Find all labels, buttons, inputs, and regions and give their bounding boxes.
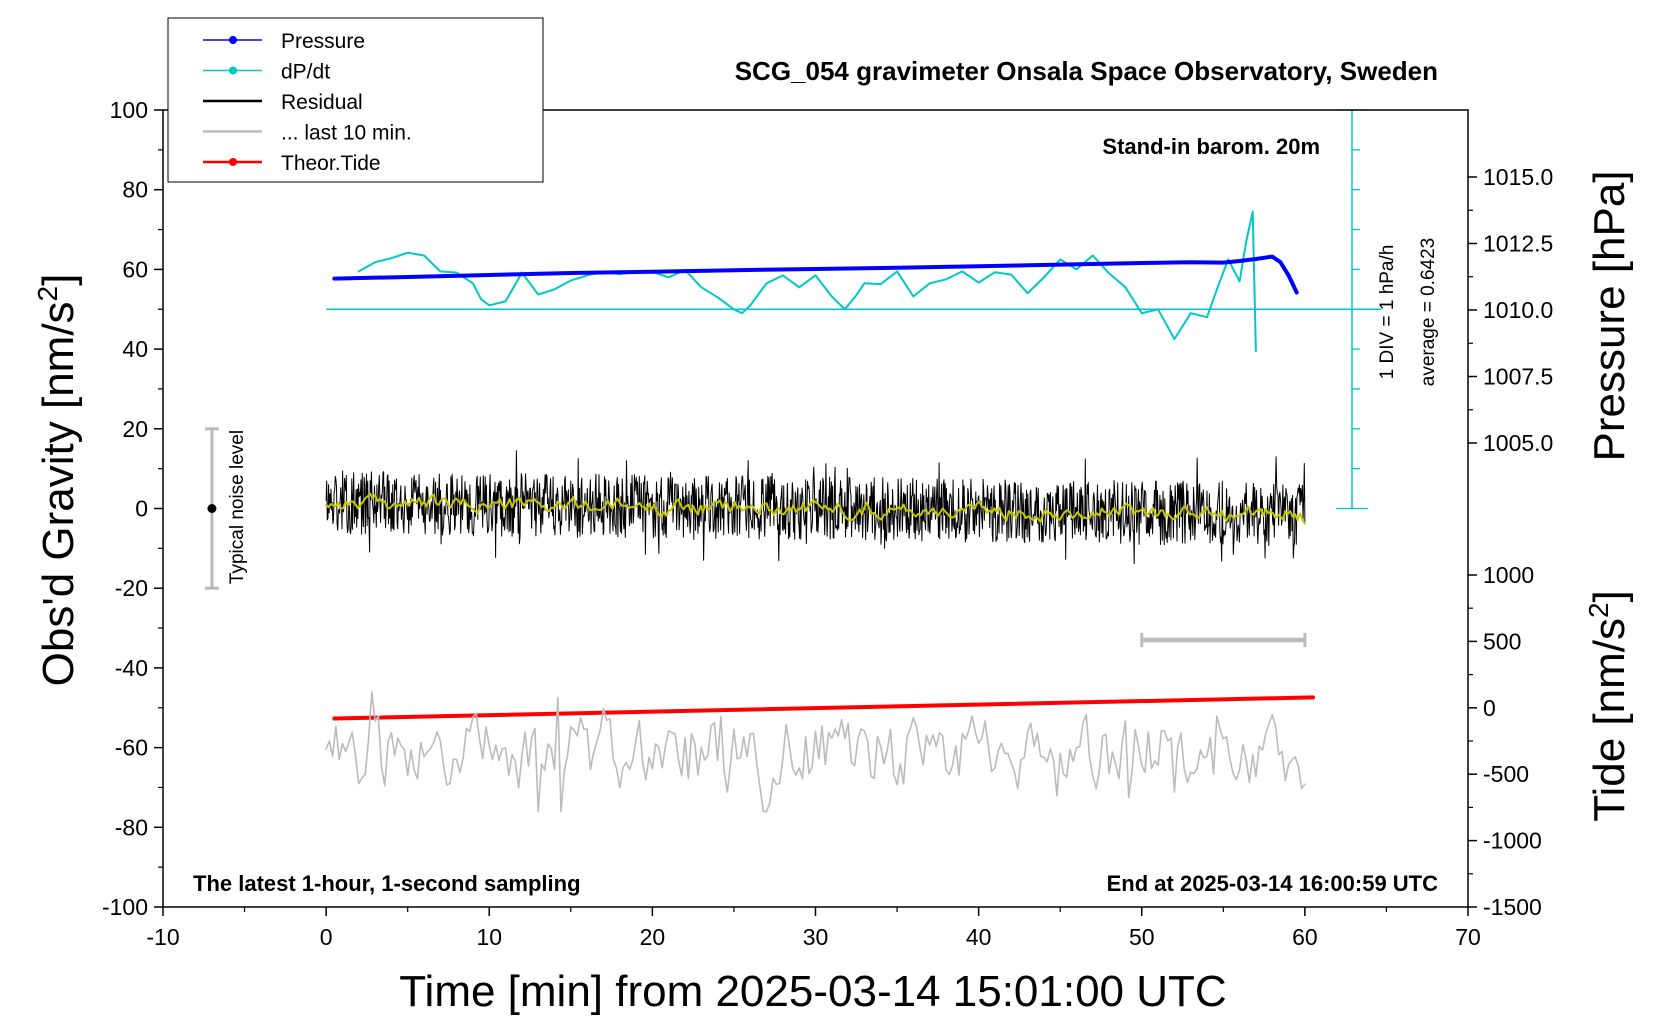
left-y-tick-label-3: -40 <box>115 655 148 681</box>
residual-line <box>325 450 1306 565</box>
noise-note: Typical noise level <box>227 430 248 584</box>
left-y-tick-label-5: 0 <box>135 496 148 522</box>
axes-layer: -10 0 10 20 30 40 50 60 70-100-80-60-40-20020406… <box>102 97 1553 950</box>
pressure-tick-label-3: 1012.5 <box>1483 231 1553 257</box>
tide-tick-label-0: -1500 <box>1483 894 1542 920</box>
pressure-tick-label-1: 1007.5 <box>1483 364 1553 390</box>
tide-axis-label: Tide [nm/s2] <box>1583 590 1634 822</box>
legend-marker-4 <box>229 158 237 166</box>
legend-label-2: Residual <box>281 91 363 114</box>
legend-label-0: Pressure <box>281 30 365 53</box>
legend: Pressure dP/dt Residual ... last 10 min. The… <box>167 17 544 183</box>
tide-line <box>332 695 1315 721</box>
legend-label-1: dP/dt <box>281 61 330 84</box>
dpdt-line <box>357 210 1257 353</box>
left-y-axis-label: Obs'd Gravity [nm/s2] <box>32 274 83 687</box>
left-y-tick-label-7: 40 <box>122 336 148 362</box>
x-tick-label-6: 50 <box>1129 924 1155 950</box>
pressure-axis-label: Pressure [hPa] <box>1585 170 1634 461</box>
tide-label-main: Tide [nm/s <box>1585 618 1634 822</box>
x-tick-label-5: 40 <box>966 924 992 950</box>
tide-label-close: ] <box>1585 590 1634 602</box>
left-y-tick-label-9: 80 <box>122 177 148 203</box>
tide-tick-label-4: 500 <box>1483 628 1521 654</box>
x-tick-label-8: 70 <box>1455 924 1481 950</box>
last10-line <box>325 691 1306 813</box>
series-layer <box>204 109 1382 813</box>
left-y-tick-label-6: 20 <box>122 416 148 442</box>
legend-label-3: ... last 10 min. <box>281 122 412 145</box>
x-tick-label-4: 30 <box>803 924 829 950</box>
latest-note: The latest 1-hour, 1-second sampling <box>193 871 581 896</box>
left-y-label-sup: 2 <box>32 286 63 302</box>
smoothed-residual-line <box>325 492 1306 525</box>
barometer-note: Stand-in barom. 20m <box>1102 134 1320 159</box>
tide-tick-label-3: 0 <box>1483 695 1496 721</box>
x-tick-label-3: 20 <box>640 924 666 950</box>
left-y-tick-label-0: -100 <box>102 894 148 920</box>
tide-tick-label-2: -500 <box>1483 761 1529 787</box>
tide-label-sup: 2 <box>1583 602 1614 618</box>
x-tick-label-0: -10 <box>146 924 179 950</box>
x-tick-label-7: 60 <box>1292 924 1318 950</box>
left-y-tick-label-4: -20 <box>115 575 148 601</box>
tide-tick-label-1: -1000 <box>1483 828 1542 854</box>
pressure-line <box>332 254 1299 295</box>
legend-marker-0 <box>229 36 237 44</box>
x-axis-label: Time [min] from 2025-03-14 15:01:00 UTC <box>399 967 1226 1016</box>
pressure-tick-label-4: 1015.0 <box>1483 164 1553 190</box>
legend-label-4: Theor.Tide <box>281 152 381 175</box>
x-tick-label-1: 0 <box>320 924 333 950</box>
left-y-tick-label-8: 60 <box>122 256 148 282</box>
left-y-label-close: ] <box>34 274 83 286</box>
left-y-tick-label-1: -80 <box>115 814 148 840</box>
legend-items: Pressure dP/dt Residual ... last 10 min. The… <box>203 30 412 175</box>
chart-title: SCG_054 gravimeter Onsala Space Observat… <box>735 56 1438 86</box>
end-note: End at 2025-03-14 16:00:59 UTC <box>1107 871 1438 896</box>
left-y-label-main: Obs'd Gravity [nm/s <box>34 301 83 686</box>
legend-marker-1 <box>229 66 237 75</box>
x-tick-label-2: 10 <box>476 924 502 950</box>
pressure-tick-label-2: 1010.0 <box>1483 297 1553 323</box>
left-y-tick-label-2: -60 <box>115 735 148 761</box>
tide-tick-label-5: 1000 <box>1483 562 1534 588</box>
div-note: 1 DIV = 1 hPa/h <box>1377 245 1398 380</box>
average-note: average = 0.6423 <box>1418 238 1439 386</box>
pressure-tick-label-0: 1005.0 <box>1483 430 1553 456</box>
noise-bar-center <box>207 504 217 513</box>
left-y-tick-label-10: 100 <box>110 97 148 123</box>
